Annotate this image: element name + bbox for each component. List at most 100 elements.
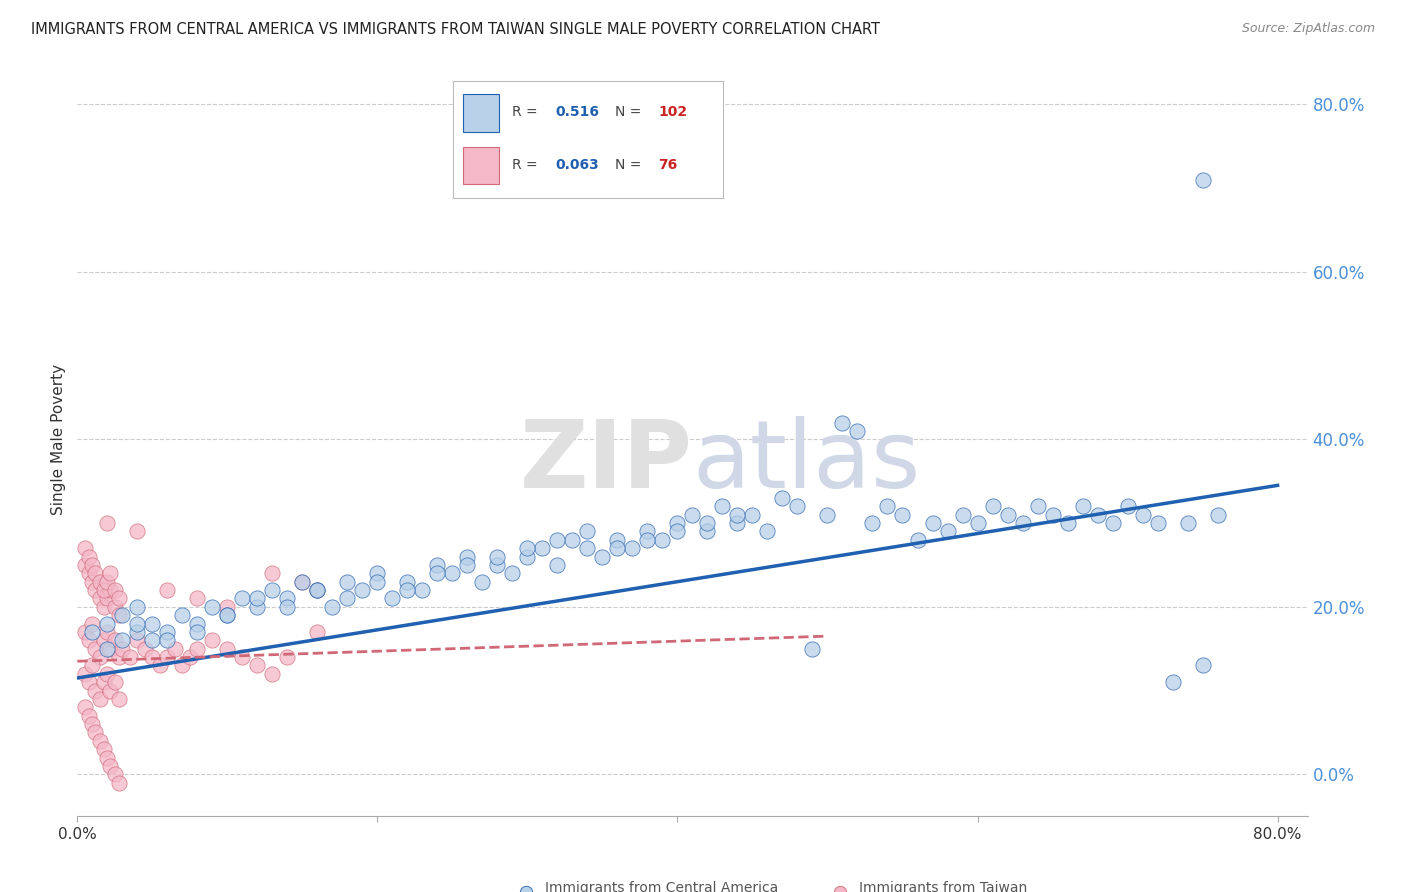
Point [696, 516, 718, 530]
Point [486, 549, 509, 564]
Point [84, 566, 107, 581]
Point [82, 574, 104, 589]
Point [456, 549, 478, 564]
Point [127, 616, 149, 631]
Point [141, 650, 163, 665]
Point [1177, 516, 1199, 530]
Point [1206, 508, 1229, 522]
Point [98, 583, 121, 598]
Point [127, 624, 149, 639]
Point [546, 533, 568, 547]
Point [516, 541, 538, 556]
Point [936, 524, 959, 539]
Point [531, 541, 554, 556]
Point [276, 591, 298, 606]
Point [111, 641, 134, 656]
Point [217, 599, 239, 614]
Point [84, 583, 107, 598]
Point [231, 591, 253, 606]
Point [291, 574, 314, 589]
Point [246, 599, 269, 614]
Point [104, 767, 127, 781]
Point [1056, 516, 1078, 530]
Point [262, 566, 284, 581]
Point [997, 851, 1019, 865]
Point [1191, 658, 1213, 673]
Point [613, 851, 636, 865]
Point [891, 508, 914, 522]
Point [73, 666, 96, 681]
Point [396, 583, 419, 598]
Point [1132, 508, 1154, 522]
Point [336, 574, 359, 589]
Point [846, 424, 869, 438]
Point [84, 641, 107, 656]
Text: ZIP: ZIP [520, 416, 693, 508]
Point [108, 608, 131, 623]
Point [441, 566, 464, 581]
Point [201, 599, 224, 614]
Point [156, 624, 179, 639]
Point [73, 624, 96, 639]
Point [73, 700, 96, 714]
Point [186, 616, 208, 631]
Point [516, 549, 538, 564]
Point [186, 591, 208, 606]
Point [96, 516, 118, 530]
Point [84, 725, 107, 739]
Point [104, 633, 127, 648]
Point [366, 574, 388, 589]
Text: IMMIGRANTS FROM CENTRAL AMERICA VS IMMIGRANTS FROM TAIWAN SINGLE MALE POVERTY CO: IMMIGRANTS FROM CENTRAL AMERICA VS IMMIG… [31, 22, 880, 37]
Point [336, 591, 359, 606]
Point [98, 759, 121, 773]
Point [1042, 508, 1064, 522]
Point [727, 516, 749, 530]
Point [352, 583, 374, 598]
Point [96, 750, 118, 764]
Text: Immigrants from Central America: Immigrants from Central America [546, 880, 778, 892]
Point [321, 599, 343, 614]
Point [82, 658, 104, 673]
Point [426, 566, 449, 581]
Point [104, 675, 127, 690]
Point [966, 516, 988, 530]
Point [89, 650, 111, 665]
Point [682, 508, 704, 522]
Point [981, 500, 1004, 514]
Point [876, 500, 898, 514]
Point [636, 524, 658, 539]
Point [93, 583, 115, 598]
Point [501, 566, 523, 581]
Point [576, 541, 599, 556]
Point [307, 583, 329, 598]
Point [73, 558, 96, 572]
Text: Immigrants from Taiwan: Immigrants from Taiwan [859, 880, 1026, 892]
Point [89, 574, 111, 589]
Point [1161, 675, 1184, 690]
Point [96, 616, 118, 631]
Point [108, 692, 131, 706]
Point [111, 608, 134, 623]
Point [149, 658, 172, 673]
Point [79, 566, 101, 581]
Point [118, 650, 141, 665]
Point [89, 733, 111, 747]
Point [93, 675, 115, 690]
Point [591, 549, 613, 564]
Point [79, 633, 101, 648]
Point [108, 775, 131, 789]
Point [307, 583, 329, 598]
Point [1146, 516, 1168, 530]
Point [127, 524, 149, 539]
Point [186, 624, 208, 639]
Point [696, 524, 718, 539]
Point [217, 608, 239, 623]
Y-axis label: Single Male Poverty: Single Male Poverty [51, 364, 66, 515]
Point [98, 641, 121, 656]
Point [952, 508, 974, 522]
Point [636, 533, 658, 547]
Point [262, 583, 284, 598]
Point [156, 633, 179, 648]
Point [98, 566, 121, 581]
Text: atlas: atlas [693, 416, 921, 508]
